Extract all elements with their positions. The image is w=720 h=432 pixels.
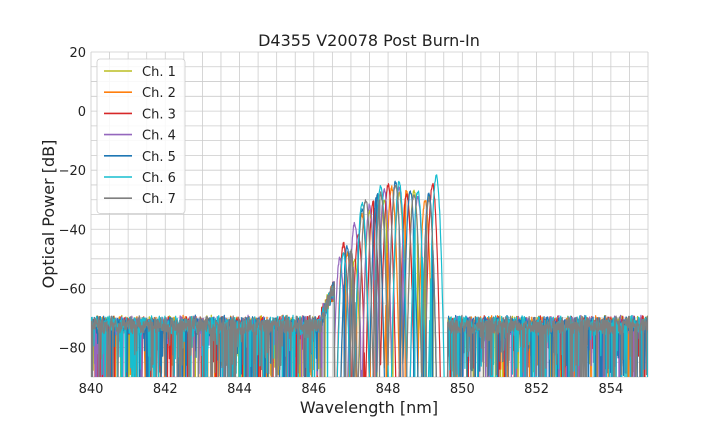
x-tick-label: 852	[524, 382, 549, 397]
y-tick-label: −40	[59, 223, 86, 238]
x-tick-label: 850	[450, 382, 475, 397]
series-line-ch7	[91, 184, 648, 377]
legend-entry: Ch. 4	[142, 129, 176, 144]
legend-entry: Ch. 5	[142, 150, 176, 165]
y-tick-label: 20	[69, 46, 86, 61]
y-axis-label: Optical Power [dB]	[39, 140, 58, 289]
x-tick-label: 844	[227, 382, 252, 397]
x-axis-label: Wavelength [nm]	[300, 398, 438, 417]
x-tick-label: 854	[598, 382, 623, 397]
y-tick-label: −20	[59, 164, 86, 179]
y-tick-label: −80	[59, 341, 86, 356]
x-tick-label: 846	[301, 382, 326, 397]
tick-labels: 840 842 844 846 848 850 852 854 20 0 −20 −40 −60 −80	[59, 46, 624, 397]
chart-title: D4355 V20078 Post Burn-In	[258, 31, 480, 50]
legend-entry: Ch. 6	[142, 171, 176, 186]
x-tick-label: 840	[79, 382, 104, 397]
legend-box	[96, 58, 186, 214]
legend-entry: Ch. 2	[142, 86, 176, 101]
legend-entry: Ch. 7	[142, 192, 176, 207]
y-tick-label: 0	[78, 105, 86, 120]
legend: Ch. 1 Ch. 2 Ch. 3 Ch. 4 Ch. 5 Ch. 6 Ch. 7	[96, 58, 186, 214]
legend-entry: Ch. 3	[142, 107, 176, 122]
series-lines	[91, 174, 648, 377]
legend-entry: Ch. 1	[142, 65, 176, 80]
x-tick-label: 842	[153, 382, 178, 397]
y-tick-label: −60	[59, 282, 86, 297]
x-tick-label: 848	[376, 382, 401, 397]
